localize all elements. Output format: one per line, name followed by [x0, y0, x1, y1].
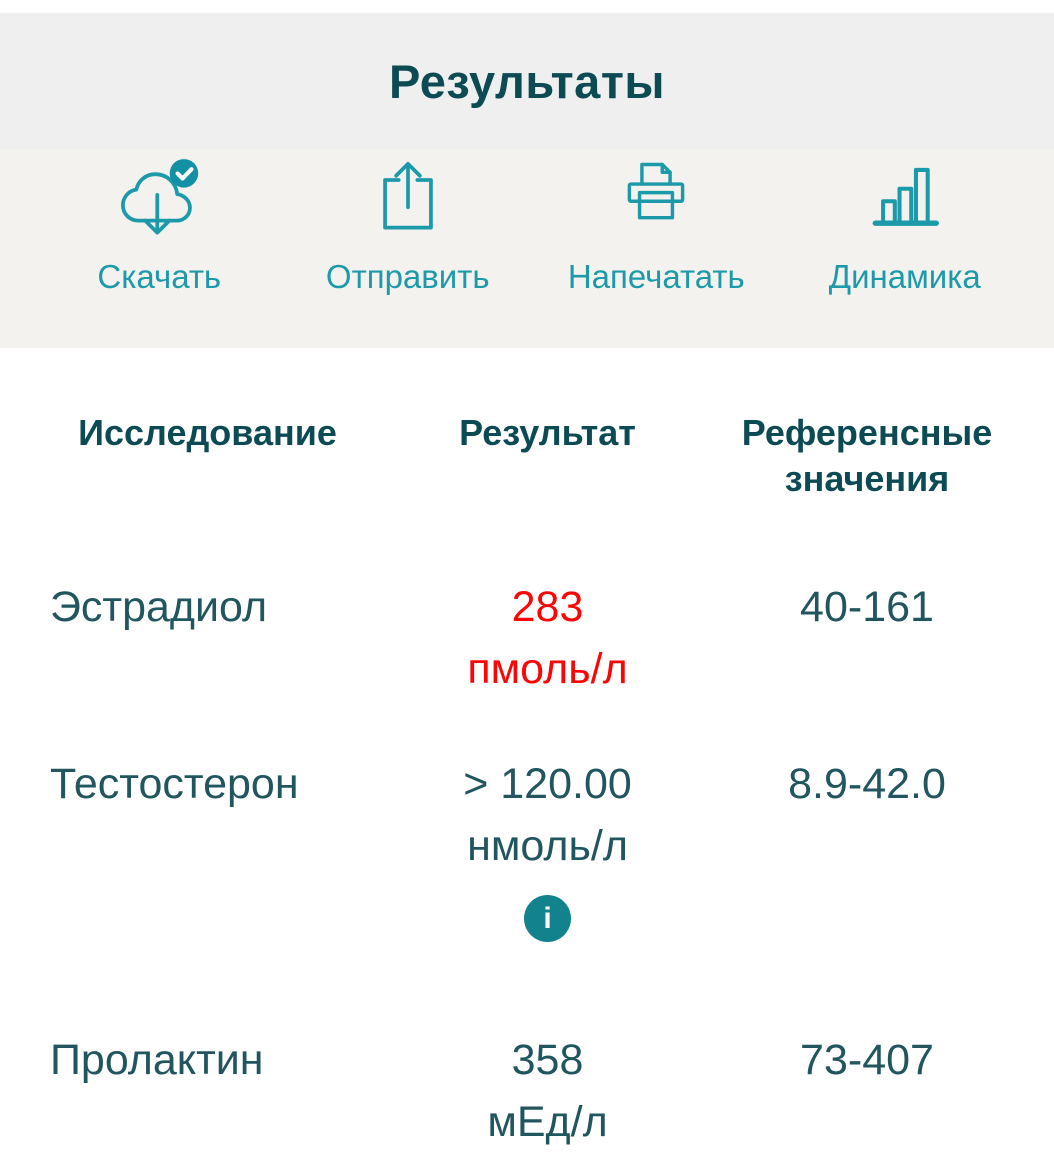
- share-icon: [374, 150, 442, 258]
- test-result: 358 мЕд/л: [415, 1029, 680, 1153]
- download-button[interactable]: Скачать: [35, 150, 284, 348]
- reference-range: 40-161: [800, 583, 934, 631]
- print-label: Напечатать: [567, 258, 745, 295]
- result-unit: мЕд/л: [487, 1098, 608, 1146]
- info-icon[interactable]: [524, 895, 571, 942]
- print-button[interactable]: Напечатать: [532, 150, 781, 348]
- bar-chart-icon: [869, 150, 941, 258]
- table-header-row: Исследование Результат Референсные значе…: [0, 410, 1054, 502]
- reference-range: 8.9-42.0: [788, 760, 946, 808]
- status-bar-spacer: [0, 0, 1054, 13]
- cloud-download-check-icon: [116, 150, 202, 258]
- column-header-result: Результат: [459, 412, 636, 453]
- send-label: Отправить: [325, 258, 490, 295]
- test-name: Тестостерон: [50, 760, 299, 808]
- result-unit: пмоль/л: [467, 645, 628, 693]
- result-value: 358: [511, 1036, 584, 1084]
- printer-icon: [620, 150, 692, 258]
- dynamics-label: Динамика: [828, 258, 981, 295]
- actions-toolbar: Скачать Отправить Напечатать: [0, 150, 1054, 348]
- page-header: Результаты: [0, 13, 1054, 150]
- send-button[interactable]: Отправить: [284, 150, 533, 348]
- test-name: Пролактин: [50, 1036, 264, 1084]
- column-header-reference: Референсные значения: [741, 412, 993, 499]
- result-unit: нмоль/л: [467, 822, 628, 870]
- column-header-study: Исследование: [78, 412, 337, 453]
- test-result: > 120.00 нмоль/л: [415, 753, 680, 877]
- result-value: 283: [511, 583, 584, 631]
- dynamics-button[interactable]: Динамика: [781, 150, 1030, 348]
- info-row: [0, 895, 1054, 942]
- results-table: Исследование Результат Референсные значе…: [0, 410, 1054, 1153]
- page-title: Результаты: [389, 55, 665, 108]
- table-row-prolactin: Пролактин 358 мЕд/л 73-407: [0, 1029, 1054, 1153]
- table-row-estradiol: Эстрадиол 283 пмоль/л 40-161: [0, 576, 1054, 700]
- test-name: Эстрадиол: [50, 583, 268, 631]
- test-result: 283 пмоль/л: [415, 576, 680, 700]
- reference-range: 73-407: [800, 1036, 934, 1084]
- table-row-testosterone: Тестостерон > 120.00 нмоль/л 8.9-42.0: [0, 753, 1054, 877]
- result-value: > 120.00: [463, 760, 632, 808]
- download-label: Скачать: [97, 258, 222, 295]
